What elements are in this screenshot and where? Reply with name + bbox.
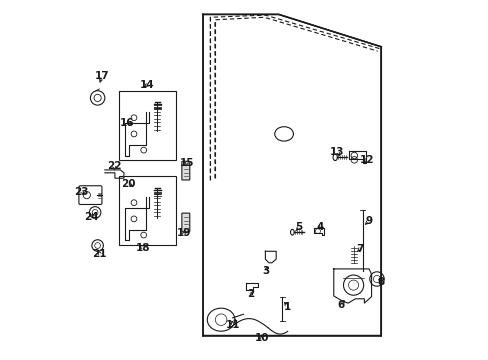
FancyBboxPatch shape xyxy=(182,213,189,232)
Text: 5: 5 xyxy=(295,222,302,232)
Text: 8: 8 xyxy=(377,276,384,287)
Text: 4: 4 xyxy=(316,222,323,232)
FancyBboxPatch shape xyxy=(182,161,189,180)
Text: 7: 7 xyxy=(355,244,363,254)
Text: 3: 3 xyxy=(262,266,269,276)
Text: 23: 23 xyxy=(74,186,89,197)
Text: 17: 17 xyxy=(95,71,109,81)
Text: 11: 11 xyxy=(225,320,240,330)
Text: 22: 22 xyxy=(107,161,121,171)
Text: 20: 20 xyxy=(121,179,136,189)
Text: 6: 6 xyxy=(337,300,344,310)
FancyBboxPatch shape xyxy=(119,176,176,245)
Text: 1: 1 xyxy=(284,302,291,312)
Text: 15: 15 xyxy=(179,158,194,168)
FancyBboxPatch shape xyxy=(119,91,176,160)
Text: 14: 14 xyxy=(140,80,154,90)
Text: 13: 13 xyxy=(329,147,344,157)
Text: 18: 18 xyxy=(136,243,150,253)
Text: 19: 19 xyxy=(177,228,191,238)
Text: 9: 9 xyxy=(365,216,371,226)
Text: 12: 12 xyxy=(359,155,373,165)
Text: 2: 2 xyxy=(247,289,254,300)
Text: 16: 16 xyxy=(120,118,135,128)
Text: 24: 24 xyxy=(84,212,99,222)
Text: 10: 10 xyxy=(254,333,268,343)
Text: 21: 21 xyxy=(92,249,107,259)
